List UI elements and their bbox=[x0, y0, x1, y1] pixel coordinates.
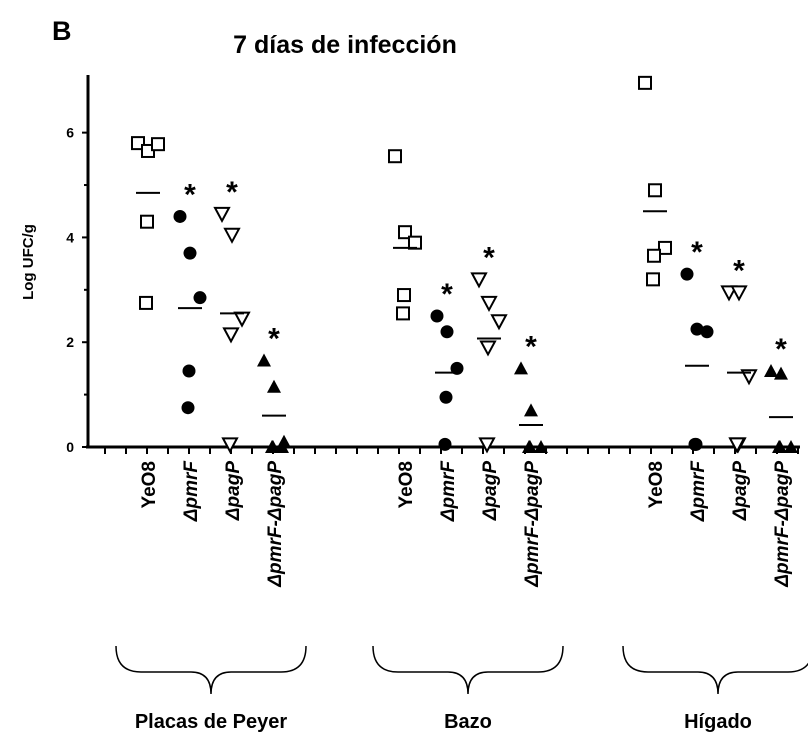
x-tick-label: YeO8 bbox=[139, 461, 160, 509]
point bbox=[470, 272, 488, 289]
x-tick-label: ΔpagP bbox=[480, 461, 501, 522]
significance: * bbox=[184, 178, 196, 211]
point bbox=[440, 325, 454, 339]
point bbox=[764, 364, 778, 378]
point bbox=[647, 248, 661, 263]
point bbox=[221, 437, 239, 454]
y-tick-label: 2 bbox=[66, 334, 74, 350]
y-tick-label: 6 bbox=[66, 125, 74, 141]
x-tick-label: ΔpmrF bbox=[438, 460, 459, 523]
point bbox=[514, 361, 528, 375]
chart-title: 7 días de infección bbox=[233, 31, 457, 59]
brace bbox=[372, 645, 564, 695]
significance: * bbox=[775, 333, 787, 366]
point bbox=[151, 137, 165, 152]
point bbox=[139, 295, 153, 310]
point bbox=[396, 306, 410, 321]
point bbox=[140, 214, 154, 229]
point bbox=[233, 311, 251, 328]
point bbox=[478, 437, 496, 454]
point bbox=[408, 235, 422, 250]
group-label: Placas de Peyer bbox=[135, 711, 288, 733]
point bbox=[265, 440, 279, 453]
point bbox=[397, 288, 411, 303]
point bbox=[257, 353, 271, 367]
brace bbox=[622, 645, 808, 695]
significance: * bbox=[733, 254, 745, 287]
point bbox=[490, 314, 508, 331]
point bbox=[183, 246, 197, 260]
group-label: Hígado bbox=[684, 711, 752, 733]
significance: * bbox=[525, 330, 537, 363]
y-axis-label: Log UFC/g bbox=[20, 224, 37, 300]
significance: * bbox=[691, 236, 703, 269]
point bbox=[438, 437, 452, 451]
x-tick-label: ΔpmrF bbox=[181, 460, 202, 523]
point bbox=[730, 285, 748, 302]
x-tick-label: ΔpmrF-ΔpagP bbox=[772, 461, 793, 588]
group-label: Bazo bbox=[444, 711, 492, 733]
point bbox=[638, 75, 652, 90]
point bbox=[688, 437, 702, 451]
point bbox=[784, 440, 798, 453]
point bbox=[398, 225, 412, 240]
point bbox=[646, 272, 660, 287]
point bbox=[522, 440, 536, 453]
x-tick-label: YeO8 bbox=[396, 461, 417, 509]
point bbox=[182, 364, 196, 378]
x-tick-label: ΔpmrF-ΔpagP bbox=[522, 461, 543, 588]
significance: * bbox=[483, 241, 495, 274]
x-tick-label: YeO8 bbox=[646, 461, 667, 509]
point bbox=[680, 267, 694, 281]
point bbox=[439, 390, 453, 404]
x-tick-label: ΔpmrF bbox=[688, 460, 709, 523]
point bbox=[690, 322, 704, 336]
point bbox=[772, 440, 786, 453]
point bbox=[222, 327, 240, 344]
significance: * bbox=[268, 323, 280, 356]
point bbox=[480, 295, 498, 313]
point bbox=[648, 183, 662, 198]
point bbox=[774, 366, 788, 380]
point bbox=[479, 340, 497, 357]
point bbox=[267, 379, 281, 393]
x-tick-label: ΔpagP bbox=[730, 461, 751, 522]
point bbox=[181, 401, 195, 415]
point bbox=[728, 437, 746, 454]
point bbox=[720, 285, 738, 302]
point bbox=[430, 309, 444, 323]
x-tick-label: ΔpagP bbox=[223, 461, 244, 522]
point bbox=[223, 227, 241, 244]
point bbox=[388, 149, 402, 164]
point bbox=[658, 240, 672, 255]
significance: * bbox=[226, 176, 238, 209]
brace bbox=[115, 645, 307, 695]
point bbox=[275, 440, 289, 453]
point bbox=[213, 206, 231, 223]
point bbox=[173, 209, 187, 223]
panel-label: B bbox=[52, 16, 72, 46]
point bbox=[700, 325, 714, 339]
y-tick-label: 4 bbox=[66, 229, 74, 245]
y-tick-label: 0 bbox=[66, 439, 74, 455]
point bbox=[193, 291, 207, 305]
x-tick-label: ΔpmrF-ΔpagP bbox=[265, 461, 286, 588]
point bbox=[534, 440, 548, 453]
significance: * bbox=[441, 278, 453, 311]
point bbox=[524, 403, 538, 417]
